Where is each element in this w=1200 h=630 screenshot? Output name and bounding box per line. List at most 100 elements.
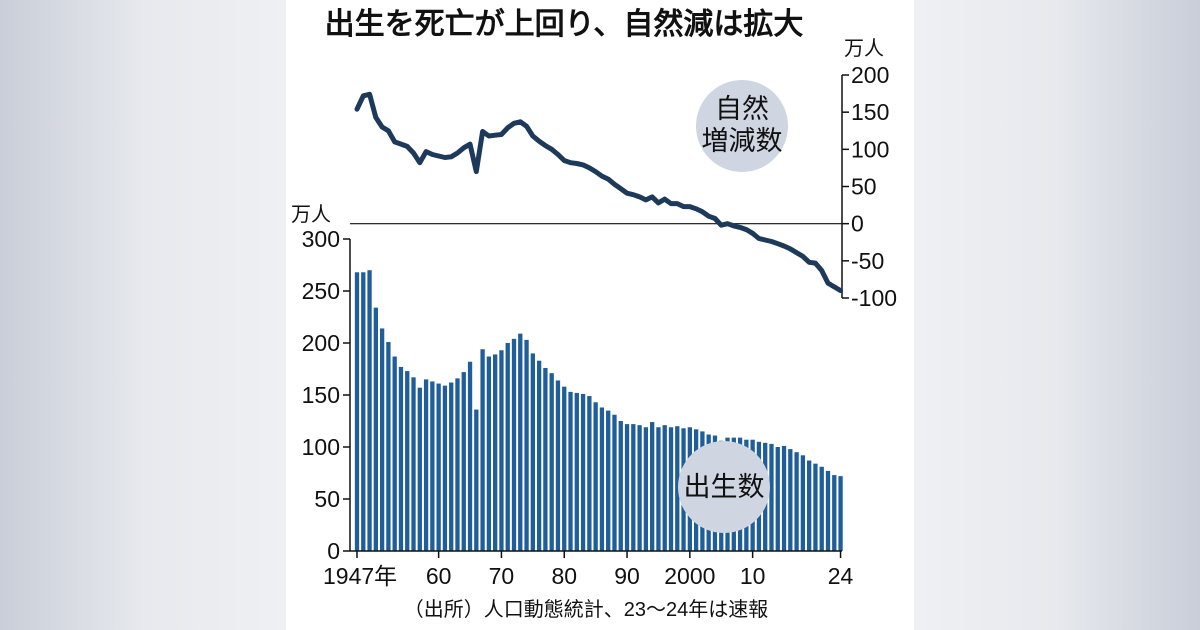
birth-bar — [449, 382, 454, 551]
birth-bar — [493, 354, 498, 551]
births-badge — [678, 441, 770, 533]
x-tick-label: 2000 — [664, 563, 715, 589]
births-unit: 万人 — [291, 203, 331, 226]
natural-change-line — [354, 91, 844, 294]
birth-bar — [442, 385, 448, 551]
birth-bar — [675, 426, 680, 551]
birth-bar — [819, 466, 824, 551]
birth-bar — [392, 356, 397, 551]
birth-bar — [662, 425, 667, 551]
birth-bar — [379, 328, 385, 551]
birth-bar — [524, 339, 529, 551]
birth-bar — [656, 427, 661, 551]
birth-bar — [568, 391, 573, 551]
natural-change-tick-label: 200 — [851, 62, 889, 88]
x-axis-ticks: 1947年 60 70 80 90 2000 10 24 — [323, 551, 854, 589]
x-tick-label: 80 — [551, 563, 577, 589]
birth-bar — [518, 333, 523, 551]
birth-bar — [593, 402, 598, 551]
natural-change-tick-label: 100 — [851, 136, 889, 162]
birth-bar — [423, 379, 429, 551]
birth-bar — [430, 381, 435, 551]
births-label: 出生数 — [684, 472, 765, 502]
birth-bar — [781, 445, 787, 551]
birth-bar — [650, 422, 655, 551]
natural-change-tick-label: 50 — [851, 174, 877, 200]
birth-bar — [825, 470, 831, 551]
chart-title: 出生を死亡が上回り、自然減は拡大 — [325, 7, 804, 41]
birth-bar — [480, 349, 485, 551]
natural-change-label-line2: 増減数 — [702, 126, 783, 156]
birth-bar — [530, 353, 535, 551]
birth-bar — [555, 380, 561, 551]
birth-bar — [455, 378, 460, 551]
birth-bar — [367, 270, 372, 551]
birth-bar — [574, 392, 579, 551]
natural-change-badge — [696, 80, 788, 172]
birth-bar — [511, 338, 517, 551]
chart: 出生を死亡が上回り、自然減は拡大 自然 増減数 万人 万人 0501001502… — [291, 7, 897, 621]
birth-bar — [775, 447, 780, 551]
source-note: （出所）人口動態統計、23〜24年は速報 — [404, 598, 769, 621]
birth-bar — [467, 361, 473, 551]
birth-bar — [549, 373, 554, 551]
births-tick-label: 150 — [302, 382, 340, 408]
birth-bar — [788, 449, 793, 551]
chart-panel: 出生を死亡が上回り、自然減は拡大 自然 増減数 万人 万人 0 50 100 150 2… — [286, 0, 914, 630]
births-tick-label: 50 — [314, 486, 340, 512]
birth-bar — [505, 343, 510, 551]
birth-bar — [807, 460, 812, 551]
birth-bar — [486, 356, 492, 551]
birth-bar — [436, 383, 441, 551]
natural-change-tick-label: 0 — [851, 211, 864, 237]
birth-bar — [832, 475, 837, 551]
birth-bar — [354, 272, 360, 551]
natural-change-label-line1: 自然 — [715, 94, 769, 124]
birth-bar — [668, 427, 674, 551]
births-tick-label: 200 — [302, 330, 340, 356]
birth-bar — [631, 424, 636, 551]
birth-bar — [769, 443, 774, 551]
x-tick-label: 90 — [614, 563, 640, 589]
x-tick-label: 24 — [828, 563, 854, 589]
birth-bar — [637, 425, 642, 551]
birth-bar — [386, 341, 391, 551]
birth-bar — [536, 360, 542, 551]
birth-bar — [838, 476, 843, 551]
x-tick-label: 70 — [489, 563, 515, 589]
natural-change-layer — [354, 91, 844, 294]
natural-change-tick-label: -50 — [851, 248, 884, 274]
birth-bar — [800, 455, 806, 551]
births-bars — [354, 270, 843, 551]
x-tick-label: 60 — [426, 563, 452, 589]
birth-bar — [587, 396, 592, 551]
birth-bar — [794, 452, 799, 551]
natural-change-tick-label: -100 — [851, 285, 897, 311]
birth-bar — [405, 371, 410, 551]
birth-bar — [543, 367, 548, 551]
birth-bar — [411, 377, 416, 551]
birth-bar — [562, 386, 567, 551]
birth-bar — [813, 463, 818, 551]
birth-bar — [499, 350, 504, 551]
birth-bar — [643, 427, 649, 551]
birth-bar — [599, 407, 605, 551]
birth-bar — [618, 421, 623, 551]
natural-change-tick-label: 150 — [851, 99, 889, 125]
birth-bar — [580, 393, 586, 551]
birth-bar — [612, 414, 617, 551]
births-y-ticks: 0 50 100 150 200 250 300 — [302, 226, 350, 564]
births-tick-label: 300 — [302, 226, 340, 252]
birth-bar — [417, 387, 422, 551]
birth-bar — [373, 307, 378, 551]
x-tick-label: 10 — [740, 563, 766, 589]
birth-bar — [474, 409, 479, 551]
natural-change-unit: 万人 — [844, 37, 884, 60]
x-tick-label: 1947年 — [323, 563, 397, 589]
birth-bar — [398, 366, 404, 551]
births-tick-label: 0 — [327, 538, 340, 564]
birth-bar — [624, 424, 630, 551]
birth-bar — [461, 372, 466, 551]
births-tick-label: 100 — [302, 434, 340, 460]
birth-bar — [361, 272, 366, 551]
